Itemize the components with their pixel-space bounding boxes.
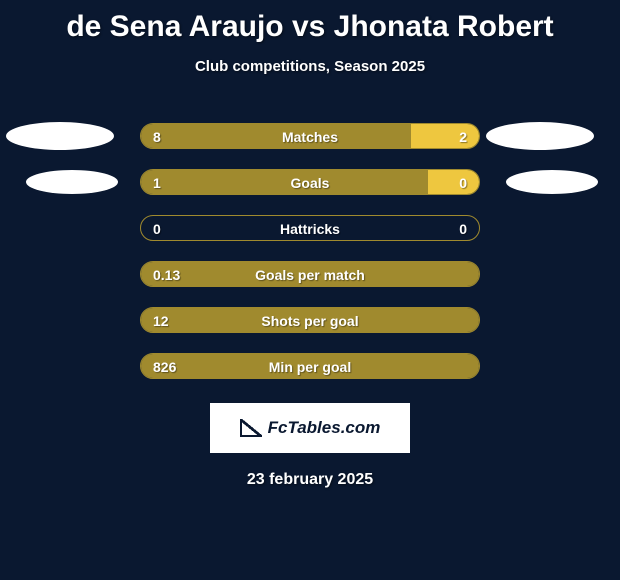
stat-value-right: 0 [459, 216, 467, 241]
stat-label: Shots per goal [141, 308, 479, 333]
date-label: 23 february 2025 [0, 471, 620, 489]
stat-bar: 1Goals0 [140, 169, 480, 195]
stat-row: 12Shots per goal [0, 297, 620, 343]
stat-label: Matches [141, 124, 479, 149]
brand-text: FcTables.com [268, 418, 381, 438]
decor-ellipse [506, 170, 598, 194]
stat-bar: 826Min per goal [140, 353, 480, 379]
brand-box[interactable]: FcTables.com [210, 403, 410, 453]
subtitle: Club competitions, Season 2025 [0, 58, 620, 75]
stat-bar: 0.13Goals per match [140, 261, 480, 287]
stat-row: 0Hattricks0 [0, 205, 620, 251]
stat-label: Goals [141, 170, 479, 195]
stats-container: 8Matches21Goals00Hattricks00.13Goals per… [0, 113, 620, 389]
stat-bar: 0Hattricks0 [140, 215, 480, 241]
decor-ellipse [6, 122, 114, 150]
stat-value-right: 0 [459, 170, 467, 195]
stat-row: 826Min per goal [0, 343, 620, 389]
stat-label: Goals per match [141, 262, 479, 287]
stat-row: 0.13Goals per match [0, 251, 620, 297]
stat-label: Min per goal [141, 354, 479, 379]
stat-value-right: 2 [459, 124, 467, 149]
chart-icon [240, 419, 262, 437]
stat-bar: 8Matches2 [140, 123, 480, 149]
stat-bar: 12Shots per goal [140, 307, 480, 333]
decor-ellipse [26, 170, 118, 194]
page-title: de Sena Araujo vs Jhonata Robert [0, 0, 620, 44]
decor-ellipse [486, 122, 594, 150]
stat-label: Hattricks [141, 216, 479, 241]
